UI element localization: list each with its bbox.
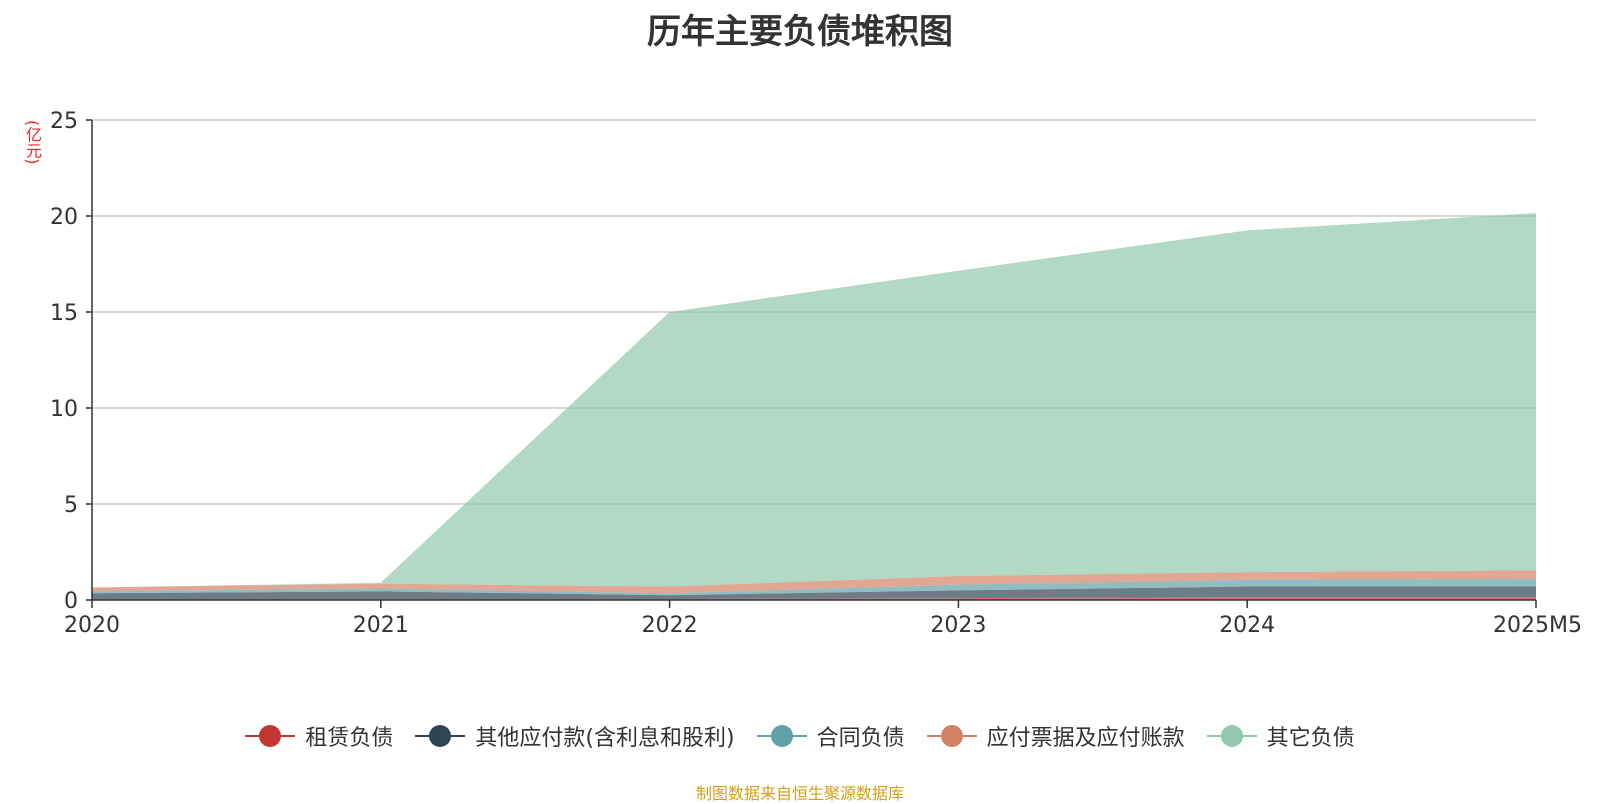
- legend-label: 其它负债: [1266, 726, 1355, 751]
- x-tick-label: 2022: [642, 613, 698, 638]
- y-tick-label: 15: [50, 301, 78, 326]
- legend-marker-icon: [926, 724, 977, 748]
- chart-title: 历年主要负债堆积图: [647, 12, 953, 52]
- x-tick-label: 2024: [1219, 613, 1275, 638]
- y-tick-label: 5: [64, 493, 78, 518]
- legend-label: 应付票据及应付账款: [986, 726, 1185, 751]
- chart-legend: 租赁负债 其他应付款(含利息和股利) 合同负债 应付票据及应付账款 其它负债: [0, 720, 1600, 752]
- area-series-4: [92, 213, 1536, 588]
- legend-item[interactable]: 应付票据及应付账款: [926, 720, 1185, 752]
- legend-marker-icon: [756, 724, 807, 748]
- legend-item[interactable]: 其它负债: [1206, 720, 1355, 752]
- y-tick-label: 10: [50, 397, 78, 422]
- legend-label: 其他应付款(含利息和股利): [475, 726, 735, 751]
- y-tick-label: 25: [50, 109, 78, 134]
- legend-item[interactable]: 合同负债: [756, 720, 905, 752]
- legend-marker-icon: [1206, 724, 1257, 748]
- area-series-3: [92, 570, 1536, 594]
- legend-marker-icon: [245, 724, 296, 748]
- legend-label: 租赁负债: [305, 726, 394, 751]
- legend-marker-icon: [415, 724, 466, 748]
- x-tick-label: 2021: [353, 613, 409, 638]
- area-series-1: [92, 586, 1536, 600]
- legend-item[interactable]: 租赁负债: [245, 720, 393, 752]
- x-tick-label: 2020: [64, 613, 120, 638]
- x-tick-label: 2025M5: [1493, 613, 1582, 638]
- legend-label: 合同负债: [816, 726, 905, 751]
- x-tick-label: 2023: [930, 613, 986, 638]
- stacked-area-chart: 0 5 10 15 20 25 2020 2021 2022 2023 2024 2025M5: [50, 109, 1582, 638]
- y-tick-label: 0: [64, 589, 78, 614]
- area-series-2: [92, 578, 1536, 596]
- y-tick-label: 20: [50, 205, 78, 230]
- legend-item[interactable]: 其他应付款(含利息和股利): [415, 720, 735, 752]
- data-source-note: 制图数据来自恒生聚源数据库: [695, 784, 904, 803]
- y-axis-unit-label: (亿元): [23, 120, 42, 165]
